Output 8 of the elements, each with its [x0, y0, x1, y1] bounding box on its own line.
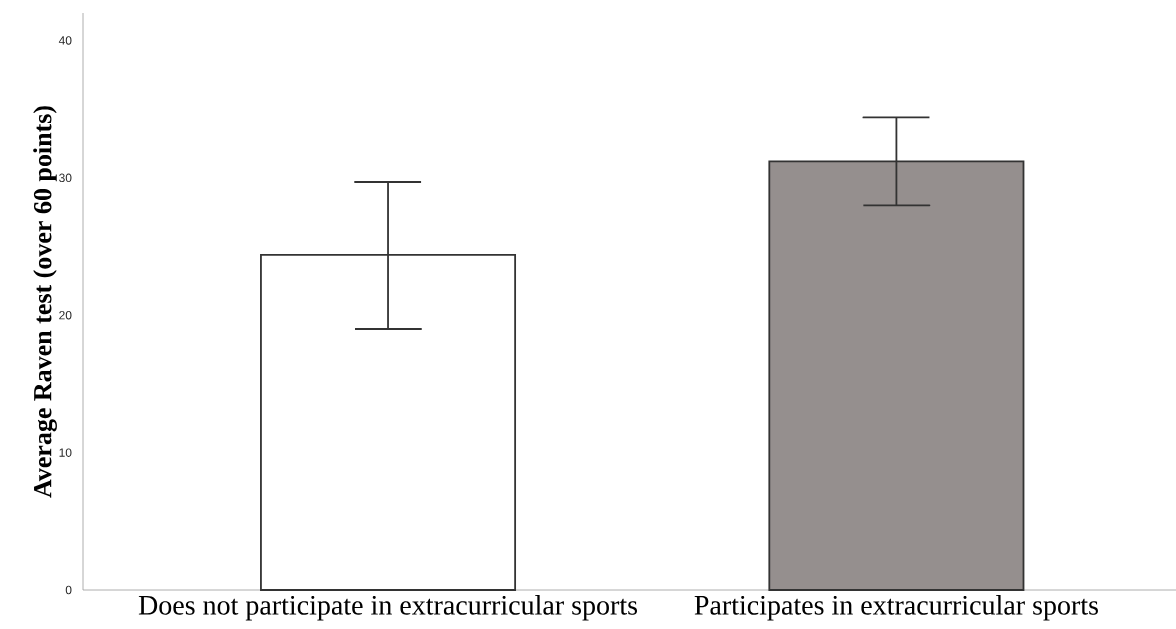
y-tick-label: 20 [59, 310, 72, 320]
y-tick-label: 0 [65, 585, 72, 595]
y-tick-label: 30 [59, 173, 72, 183]
x-tick-label: Does not participate in extracurricular sports [138, 595, 638, 621]
y-axis-title: Average Raven test (over 60 points) [33, 106, 57, 498]
x-tick-label: Participates in extracurricular sports [694, 595, 1098, 621]
y-tick-label: 40 [58, 36, 72, 45]
y-tick-label: 10 [59, 448, 72, 457]
